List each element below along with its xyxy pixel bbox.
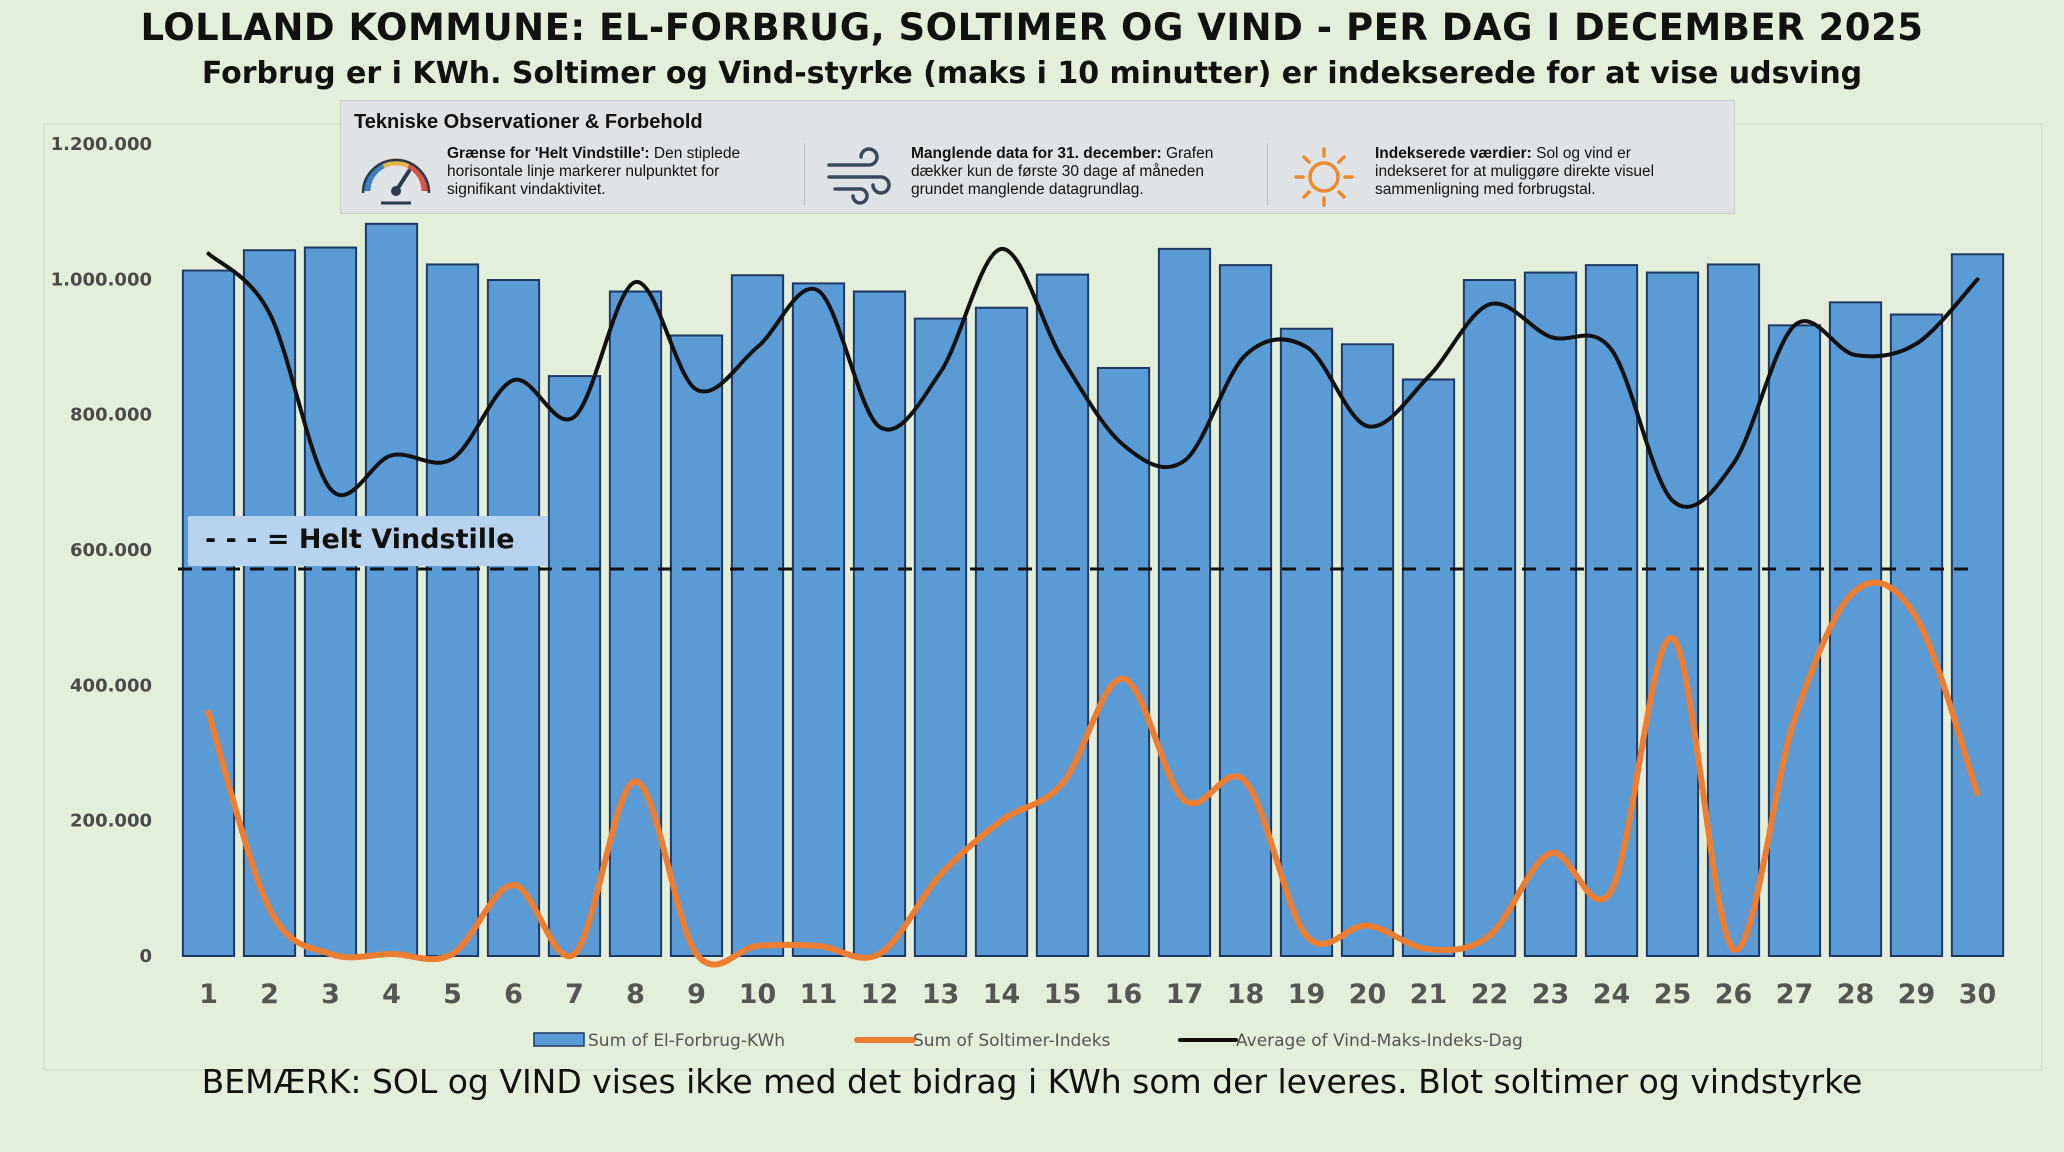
x-tick-label: 26: [1715, 979, 1753, 1010]
bar-day-17: [1157, 247, 1212, 957]
y-tick-label: 200.000: [70, 811, 152, 832]
x-tick-label: 9: [687, 979, 706, 1010]
bar-day-30: [1950, 253, 2005, 957]
x-tick-label: 21: [1410, 979, 1448, 1010]
legend-label: Sum of El-Forbrug-KWh: [588, 1031, 785, 1051]
x-tick-label: 12: [861, 979, 899, 1010]
bar-day-24: [1584, 264, 1639, 957]
bar-day-21: [1401, 378, 1456, 958]
bar-day-9: [669, 334, 724, 958]
y-tick-label: 1.200.000: [51, 134, 152, 155]
info-text-indexed-values: Indekserede værdier: Sol og vind er inde…: [1375, 145, 1655, 198]
bar-day-11: [791, 282, 846, 958]
bar-day-8: [608, 290, 663, 958]
sun-icon: [1294, 147, 1354, 207]
legend-label: Sum of Soltimer-Indeks: [913, 1031, 1111, 1051]
bar-day-23: [1523, 271, 1578, 958]
bar-day-1: [181, 269, 236, 957]
x-tick-label: 7: [565, 979, 584, 1010]
x-tick-label: 2: [260, 979, 279, 1010]
bar-day-27: [1767, 324, 1822, 957]
x-tick-label: 22: [1471, 979, 1509, 1010]
chart-subtitle: Forbrug er i KWh. Soltimer og Vind-styrk…: [201, 56, 1863, 91]
bar-day-20: [1340, 343, 1395, 957]
bar-day-6: [486, 279, 541, 957]
bar-day-26: [1706, 263, 1761, 957]
y-tick-label: 800.000: [70, 405, 152, 426]
x-tick-label: 4: [382, 979, 401, 1010]
footnote: BEMÆRK: SOL og VIND vises ikke med det b…: [201, 1062, 1863, 1101]
x-tick-label: 23: [1532, 979, 1570, 1010]
bar-day-14: [974, 306, 1029, 957]
x-tick-label: 25: [1654, 979, 1692, 1010]
x-tick-label: 10: [739, 979, 777, 1010]
wind-index-line: [206, 246, 1980, 509]
x-tick-label: 3: [321, 979, 340, 1010]
chart-title: LOLLAND KOMMUNE: EL-FORBRUG, SOLTIMER OG…: [140, 6, 1924, 49]
calm-label: - - - = Helt Vindstille: [205, 524, 515, 555]
y-tick-label: 600.000: [70, 540, 152, 561]
y-tick-label: 400.000: [70, 675, 152, 696]
y-tick-label: 1.000.000: [51, 269, 152, 290]
x-tick-label: 14: [983, 979, 1021, 1010]
sun-index-line: [205, 579, 1981, 968]
bar-day-29: [1889, 313, 1944, 957]
info-text-missing-data: Manglende data for 31. december: Grafen …: [911, 145, 1214, 198]
x-tick-label: 13: [922, 979, 960, 1010]
bar-day-2: [242, 249, 297, 957]
bar-day-22: [1462, 279, 1517, 957]
calm-label-box: [188, 516, 548, 566]
x-tick-label: 15: [1044, 979, 1082, 1010]
bar-day-5: [425, 263, 480, 957]
x-tick-label: 29: [1898, 979, 1936, 1010]
y-tick-label: 0: [139, 946, 152, 967]
consumption-bars: [181, 222, 2005, 958]
info-box-title: Tekniske Observationer & Forbehold: [354, 111, 703, 133]
x-axis: 1 2 3 4 5 6 7 8 9 10 11 12 13 14 15 16 17 18 19 20 21 22 23 24 2…: [199, 979, 1996, 1010]
bar-day-4: [364, 222, 419, 957]
info-separator: [1267, 143, 1268, 205]
x-tick-label: 24: [1593, 979, 1631, 1010]
x-tick-label: 11: [800, 979, 838, 1010]
info-separator: [804, 143, 805, 205]
info-box: Tekniske Observationer & Forbehold Græns…: [340, 100, 1735, 214]
x-tick-label: 19: [1288, 979, 1326, 1010]
x-tick-label: 30: [1959, 979, 1997, 1010]
x-tick-label: 28: [1837, 979, 1875, 1010]
y-axis: 0 200.000 400.000 600.000 800.000 1.000.000 1.…: [51, 134, 152, 967]
gauge-icon: [361, 158, 431, 205]
bar-day-25: [1645, 271, 1700, 958]
x-tick-label: 5: [443, 979, 462, 1010]
legend-swatch-consumption: [533, 1032, 585, 1047]
x-tick-label: 6: [504, 979, 523, 1010]
bar-day-3: [303, 246, 358, 957]
info-text-calm-threshold: Grænse for 'Helt Vindstille': Den stiple…: [447, 145, 741, 198]
x-tick-label: 1: [199, 979, 218, 1010]
x-tick-label: 17: [1166, 979, 1204, 1010]
legend-label: Average of Vind-Maks-Indeks-Dag: [1236, 1031, 1523, 1051]
legend: Sum of El-Forbrug-KWh Sum of Soltimer-Ind…: [533, 1031, 1523, 1051]
bar-day-16: [1096, 366, 1151, 957]
bar-day-7: [547, 375, 602, 957]
bar-day-18: [1218, 264, 1273, 957]
bar-day-28: [1828, 301, 1883, 957]
x-tick-label: 20: [1349, 979, 1387, 1010]
bar-day-15: [1035, 273, 1090, 957]
x-tick-label: 18: [1227, 979, 1265, 1010]
x-tick-label: 16: [1105, 979, 1143, 1010]
bar-day-19: [1279, 327, 1334, 958]
x-tick-label: 27: [1776, 979, 1814, 1010]
x-tick-label: 8: [626, 979, 645, 1010]
wind-icon: [827, 147, 891, 205]
bar-day-13: [913, 317, 968, 957]
bar-day-10: [730, 274, 785, 958]
